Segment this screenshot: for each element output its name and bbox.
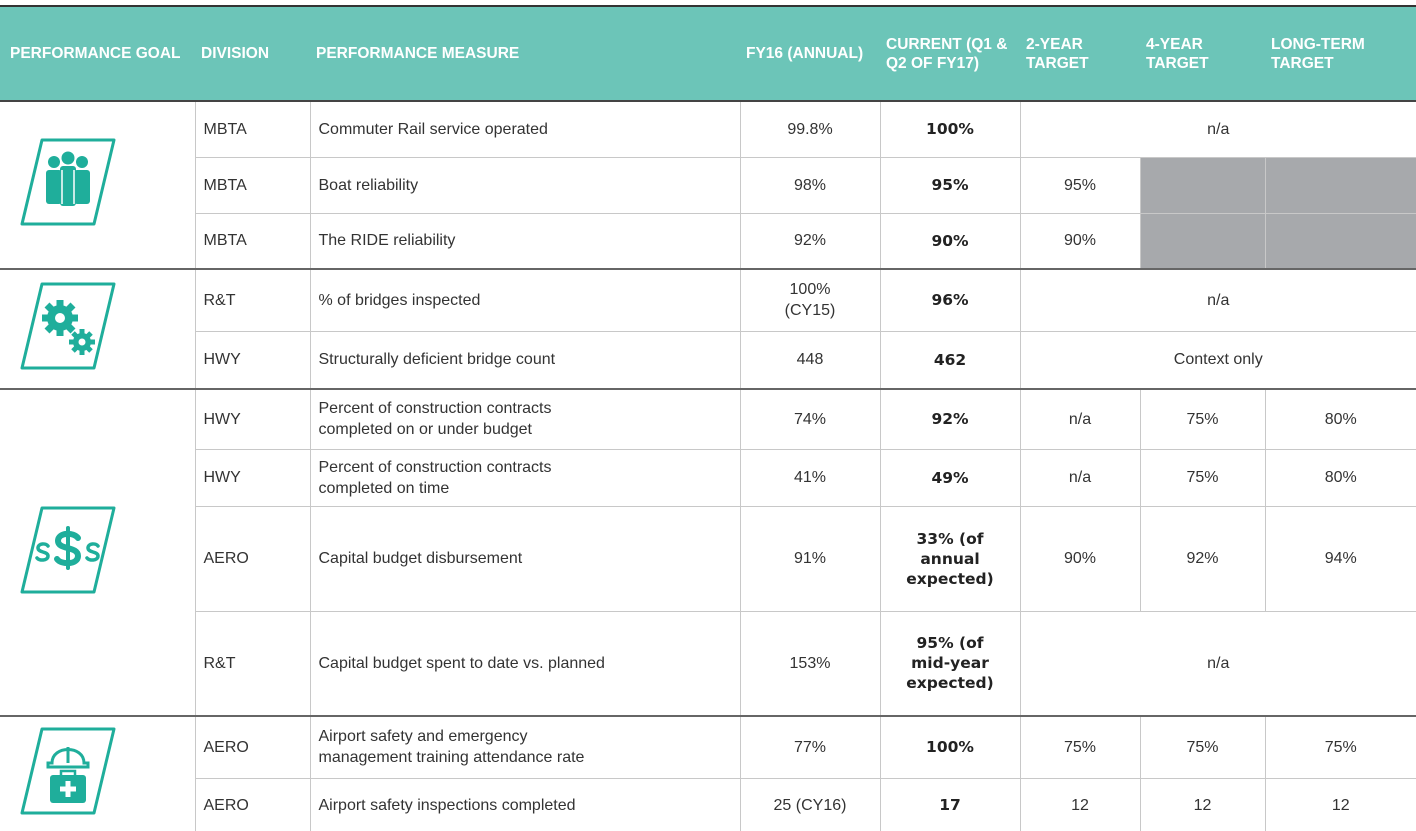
- row: AERO Airport safety and emergency manage…: [0, 715, 1416, 831]
- fy16: 74%: [739, 388, 881, 450]
- current: 100%: [879, 100, 1021, 158]
- row: HWY Percent of construction contracts co…: [0, 388, 1416, 717]
- goal-icon-cell: [0, 715, 196, 831]
- fy16: 448: [739, 330, 881, 390]
- page: PERFORMANCE GOAL DIVISION PERFORMANCE ME…: [0, 5, 1416, 831]
- row: HWY Percent of construction contracts co…: [0, 448, 1416, 507]
- current: 95%: [879, 156, 1021, 214]
- goal-icon-cell: [0, 268, 196, 390]
- blank-cell: [1264, 156, 1416, 214]
- measure: The RIDE reliability: [309, 212, 741, 270]
- row: HWY Structurally deficient bridge count …: [0, 330, 1416, 390]
- division: AERO: [194, 715, 311, 779]
- target: 94%: [1264, 505, 1416, 612]
- target: 90%: [1019, 505, 1141, 612]
- row: AERO Airport safety inspections complete…: [0, 777, 1416, 831]
- target: 12: [1264, 777, 1416, 831]
- current: 17: [879, 777, 1021, 831]
- target: 75%: [1139, 715, 1266, 779]
- target: n/a: [1019, 388, 1141, 450]
- division: AERO: [194, 777, 311, 831]
- goal-icon-cell: [0, 388, 196, 717]
- division: MBTA: [194, 100, 311, 158]
- division: R&T: [194, 610, 311, 717]
- fy16: 92%: [739, 212, 881, 270]
- blank-cell: [1139, 156, 1266, 214]
- row: MBTA The RIDE reliability 92% 90% 90%: [0, 212, 1416, 270]
- people-icon: [20, 138, 116, 226]
- target: 75%: [1139, 388, 1266, 450]
- row: R&T % of bridges inspected 100% (CY15) 9…: [0, 268, 1416, 390]
- current: 100%: [879, 715, 1021, 779]
- measure: Capital budget spent to date vs. planned: [309, 610, 741, 717]
- measure: Structurally deficient bridge count: [309, 330, 741, 390]
- division: AERO: [194, 505, 311, 612]
- measure: Capital budget disbursement: [309, 505, 741, 612]
- measure: Commuter Rail service operated: [309, 100, 741, 158]
- measure: % of bridges inspected: [309, 268, 741, 332]
- fy16: 91%: [739, 505, 881, 612]
- blank-cell: [1139, 212, 1266, 270]
- target: n/a: [1019, 268, 1416, 332]
- division: HWY: [194, 388, 311, 450]
- row: MBTA Commuter Rail service operated 99.8…: [0, 100, 1416, 270]
- division: R&T: [194, 268, 311, 332]
- fy16: 41%: [739, 448, 881, 507]
- measure: Percent of construction contracts comple…: [309, 388, 741, 450]
- target: 95%: [1019, 156, 1141, 214]
- performance-table: PERFORMANCE GOAL DIVISION PERFORMANCE ME…: [0, 5, 1416, 831]
- current: 95% (of mid-year expected): [879, 610, 1021, 717]
- goal-icon-cell: [0, 100, 196, 270]
- current: 462: [879, 330, 1021, 390]
- target: 92%: [1139, 505, 1266, 612]
- row: AERO Capital budget disbursement 91% 33%…: [0, 505, 1416, 612]
- header-cell: LONG-TERM TARGET: [1265, 5, 1416, 102]
- fy16: 99.8%: [739, 100, 881, 158]
- header-row: PERFORMANCE GOAL DIVISION PERFORMANCE ME…: [0, 5, 1416, 102]
- measure: Percent of construction contracts comple…: [309, 448, 741, 507]
- target: n/a: [1019, 448, 1141, 507]
- target: 12: [1139, 777, 1266, 831]
- blank-cell: [1264, 212, 1416, 270]
- fy16: 77%: [739, 715, 881, 779]
- header-cell: DIVISION: [195, 5, 310, 102]
- header-cell: PERFORMANCE MEASURE: [310, 5, 740, 102]
- measure: Airport safety and emergency management …: [309, 715, 741, 779]
- current: 96%: [879, 268, 1021, 332]
- header-cell: 2-YEAR TARGET: [1020, 5, 1140, 102]
- target: n/a: [1019, 100, 1416, 158]
- row: MBTA Boat reliability 98% 95% 95%: [0, 156, 1416, 214]
- row: R&T Capital budget spent to date vs. pla…: [0, 610, 1416, 717]
- target: 75%: [1264, 715, 1416, 779]
- fy16: 153%: [739, 610, 881, 717]
- target: 80%: [1264, 448, 1416, 507]
- current: 90%: [879, 212, 1021, 270]
- division: HWY: [194, 448, 311, 507]
- division: MBTA: [194, 156, 311, 214]
- measure: Boat reliability: [309, 156, 741, 214]
- fy16: 100% (CY15): [739, 268, 881, 332]
- target: n/a: [1019, 610, 1416, 717]
- fy16: 25 (CY16): [739, 777, 881, 831]
- current: 92%: [879, 388, 1021, 450]
- current: 49%: [879, 448, 1021, 507]
- fy16: 98%: [739, 156, 881, 214]
- target: 80%: [1264, 388, 1416, 450]
- current: 33% (of annual expected): [879, 505, 1021, 612]
- target: 90%: [1019, 212, 1141, 270]
- gears-icon: [20, 282, 116, 370]
- target: 75%: [1019, 715, 1141, 779]
- measure: Airport safety inspections completed: [309, 777, 741, 831]
- safety-icon: [20, 727, 116, 815]
- target: Context only: [1019, 330, 1416, 390]
- dollars-icon: [20, 506, 116, 593]
- header-cell: FY16 (ANNUAL): [740, 5, 880, 102]
- division: HWY: [194, 330, 311, 390]
- target: 12: [1019, 777, 1141, 831]
- header-cell: PERFORMANCE GOAL: [0, 5, 195, 102]
- header-cell: 4-YEAR TARGET: [1140, 5, 1265, 102]
- target: 75%: [1139, 448, 1266, 507]
- division: MBTA: [194, 212, 311, 270]
- header-cell: CURRENT (Q1 & Q2 OF FY17): [880, 5, 1020, 102]
